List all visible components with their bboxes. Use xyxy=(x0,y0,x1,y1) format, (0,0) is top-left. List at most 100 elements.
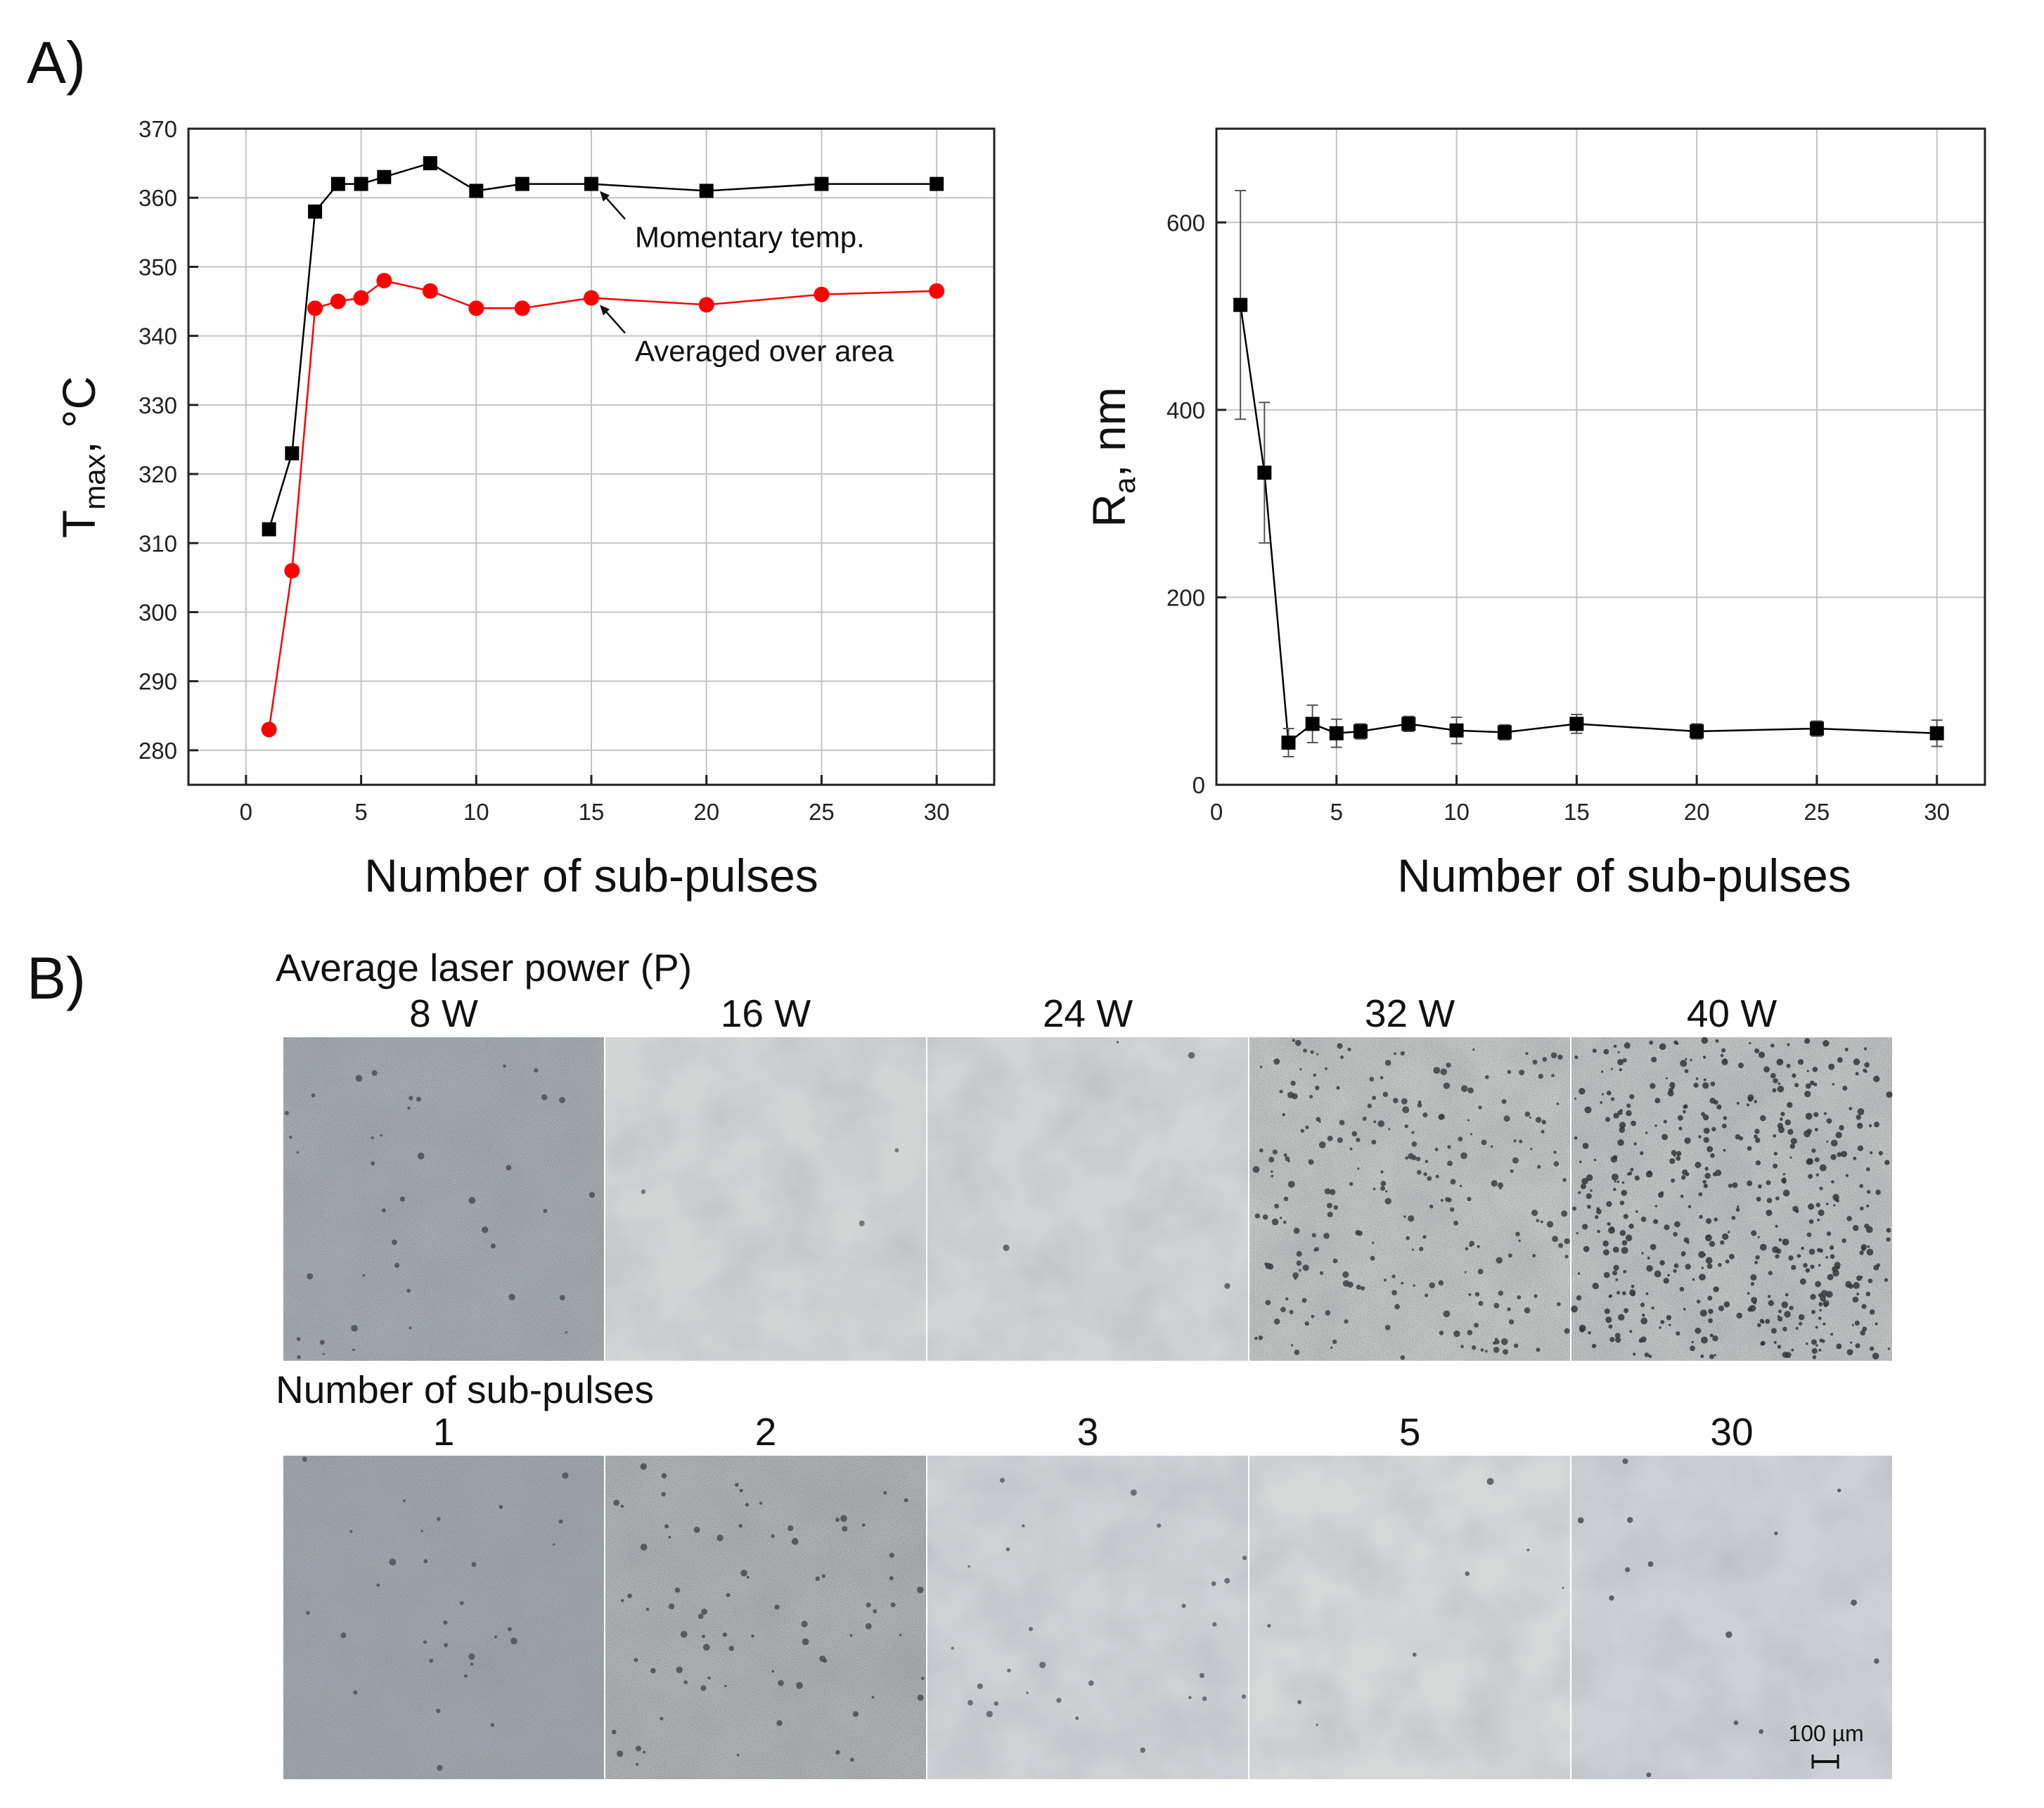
micrograph-row1-title: Average laser power (P) xyxy=(276,946,692,989)
power-tile-particle xyxy=(1517,1295,1522,1300)
subpulses-tile-particle xyxy=(726,1593,731,1598)
power-tile-particle xyxy=(1435,1174,1439,1179)
subpulses-tile-mottle xyxy=(1249,1456,1570,1779)
power-tile-particle xyxy=(1818,1302,1823,1307)
power-tile-particle xyxy=(1653,1219,1659,1224)
ra-chart-ytick-label: 600 xyxy=(1166,210,1205,236)
subpulses-tile-particle xyxy=(1202,1696,1207,1701)
power-tile-particle xyxy=(1801,1246,1804,1250)
power-tile-particle xyxy=(1685,1172,1690,1177)
ra-chart-ticks: 0 5 10 15 20 25 30 0 200 400 600 xyxy=(1166,210,1950,825)
subpulses-tile-particle xyxy=(1157,1523,1162,1528)
subpulses-tile-particle xyxy=(745,1503,750,1507)
power-tile-particle xyxy=(1859,1250,1864,1255)
power-tile-particle xyxy=(1703,1078,1706,1082)
power-tile-particle xyxy=(1710,1082,1716,1086)
tmax-chart-ytick-label: 280 xyxy=(139,738,177,764)
power-tile-particle xyxy=(1385,1190,1388,1193)
subpulses-tile-particle xyxy=(774,1604,780,1610)
tmax-chart-series-1-point xyxy=(584,290,599,306)
power-tile-particle xyxy=(1316,1117,1321,1122)
power-tile-particle xyxy=(1477,1269,1484,1275)
power-tile-particle xyxy=(1434,1148,1439,1152)
power-tile-particle xyxy=(1510,1169,1514,1174)
power-tile-particle xyxy=(1728,1184,1733,1188)
power-tile-particle xyxy=(1669,1158,1676,1165)
power-tile-particle xyxy=(1806,1232,1812,1238)
power-tile-particle xyxy=(1541,1129,1545,1134)
power-tile-particle xyxy=(1825,1256,1829,1259)
ra-chart: 0 5 10 15 20 25 30 0 200 400 600 Number of sub-pul… xyxy=(1083,127,1986,902)
power-tile-particle xyxy=(1848,1283,1853,1289)
power-tile-particle xyxy=(1837,1152,1842,1158)
power-tile-particle xyxy=(1296,1260,1302,1267)
power-tile-particle xyxy=(559,1096,565,1103)
power-tile-particle xyxy=(1541,1120,1546,1124)
power-tile-particle xyxy=(1578,1191,1581,1195)
subpulses-tile-particle xyxy=(968,1700,973,1706)
ra-chart-series-0-point xyxy=(1257,466,1272,480)
ra-chart-series-0-point xyxy=(1281,736,1296,750)
power-tile-particle xyxy=(1747,1146,1752,1151)
power-tile-particle xyxy=(508,1293,515,1301)
power-tile-particle xyxy=(1290,1344,1294,1347)
power-tile-particle xyxy=(1777,1345,1782,1349)
power-tile-particle xyxy=(1668,1087,1673,1093)
power-tile-particle xyxy=(1582,1143,1589,1149)
power-tile-particle xyxy=(1530,1148,1533,1150)
power-tile-particle xyxy=(1855,1072,1859,1076)
ra-chart-ylabel-sub: a xyxy=(1108,477,1141,494)
power-tile-particle xyxy=(1596,1208,1602,1214)
power-tile-particle xyxy=(1609,1294,1613,1298)
power-tile-particle xyxy=(351,1324,358,1332)
power-tile-particle xyxy=(1264,1262,1268,1266)
power-tile-particle xyxy=(1770,1072,1776,1079)
ra-chart-series-0-point xyxy=(1497,725,1512,740)
power-tile-particle xyxy=(1630,1291,1635,1297)
power-tile-particle xyxy=(1558,1243,1564,1248)
ra-chart-ytick-label: 400 xyxy=(1166,397,1205,423)
power-column-label: 32 W xyxy=(1365,992,1455,1035)
subpulses-tile-particle xyxy=(776,1720,783,1726)
power-tile-particle xyxy=(406,1288,411,1293)
power-tile-particle xyxy=(1667,1274,1670,1277)
tmax-chart-series-0-point xyxy=(354,177,368,191)
power-tile-particle xyxy=(1776,1058,1784,1066)
subpulses-tile-particle xyxy=(676,1666,683,1674)
power-tile-particle xyxy=(1860,1330,1865,1336)
power-tile-particle xyxy=(1808,1174,1813,1179)
power-tile-particle xyxy=(1440,1068,1447,1075)
subpulses-tile-particle xyxy=(1224,1577,1230,1584)
power-tile-particle xyxy=(1831,1180,1834,1184)
subpulses-tile-particle xyxy=(1412,1652,1417,1657)
tmax-chart-series xyxy=(261,156,945,738)
power-tile-particle xyxy=(1265,1300,1271,1306)
power-tile-particle xyxy=(1308,1159,1314,1165)
power-tile-particle xyxy=(1536,1219,1540,1223)
power-tile-particle xyxy=(1619,1068,1623,1072)
power-tile-particle xyxy=(1684,1069,1689,1074)
power-tile-particle xyxy=(1700,1354,1704,1359)
subpulses-tile-particle xyxy=(751,1634,754,1638)
power-tile-particle xyxy=(1677,1115,1683,1121)
power-tile-particle xyxy=(1429,1204,1434,1209)
subpulses-tile-particle xyxy=(921,1676,925,1681)
ra-chart-series-0-point xyxy=(1449,723,1464,738)
power-tile-particle xyxy=(1373,1187,1376,1191)
subpulses-tile-particle xyxy=(801,1620,808,1627)
power-tile-particle xyxy=(1524,1307,1531,1314)
subpulses-tile-particle xyxy=(728,1646,735,1651)
power-tile-particle xyxy=(1737,1063,1744,1069)
power-tile-particle xyxy=(1732,1182,1738,1188)
subpulses-tile-particle xyxy=(815,1576,821,1582)
power-tile-particle xyxy=(1513,1139,1517,1143)
power-tile-particle xyxy=(1716,1104,1722,1110)
power-tile-particle xyxy=(1478,1300,1484,1307)
power-tile-particle xyxy=(1707,1295,1713,1301)
ra-chart-series-0-point xyxy=(1329,726,1344,740)
power-tile-particle xyxy=(1773,1078,1778,1084)
power-tile-particle xyxy=(1626,1172,1630,1176)
power-tile-particle xyxy=(1600,1101,1603,1104)
power-tile xyxy=(927,1037,1248,1361)
power-tile-particle xyxy=(534,1068,539,1073)
